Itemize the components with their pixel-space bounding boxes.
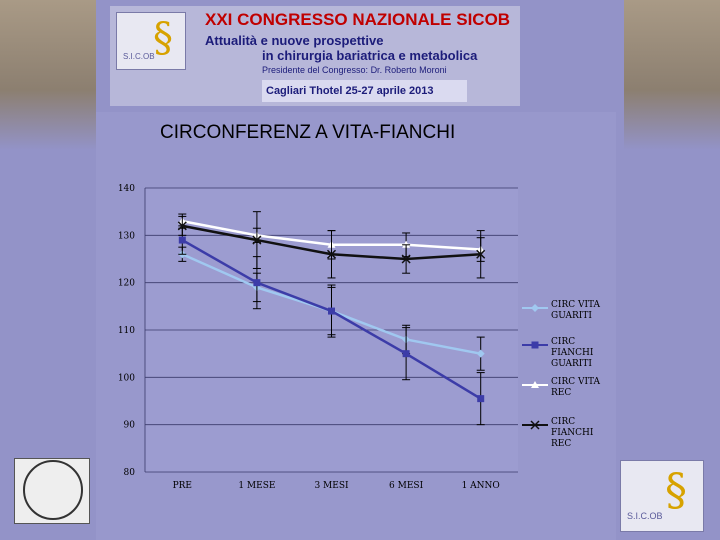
legend-label-0: CIRC VITA GUARITI — [551, 300, 601, 321]
point-s3-1 — [252, 235, 262, 245]
legend-label-3: CIRC FIANCHI REC — [551, 417, 594, 449]
banner-title: XXI CONGRESSO NAZIONALE SICOB — [205, 10, 511, 29]
right-pillar-image — [624, 0, 720, 150]
legend-label-line-3-1: FIANCHI — [551, 428, 594, 438]
legend-label-line-0-0: CIRC VITA — [551, 300, 601, 310]
point-s3-0 — [177, 221, 187, 231]
legend-label-line-2-0: CIRC VITA — [551, 377, 601, 387]
banner-subtitle-2: in chirurgia bariatrica e metabolica — [262, 48, 478, 63]
banner-date: Cagliari Thotel 25-27 aprile 2013 — [262, 80, 467, 102]
legend-label-line-1-0: CIRC — [551, 337, 575, 347]
legend-marker-1 — [531, 341, 539, 349]
legend-marker-0 — [531, 304, 539, 312]
x-tick-label-2: 3 MESI — [314, 481, 349, 491]
point-s0-4 — [476, 349, 485, 358]
left-pillar-image — [0, 0, 96, 150]
legend-label-1: CIRC FIANCHI GUARITI — [551, 337, 594, 369]
point-s3-3 — [401, 254, 411, 264]
y-tick-label-3: 110 — [118, 326, 135, 336]
y-tick-label-0: 80 — [124, 468, 136, 478]
point-s1-3 — [402, 350, 410, 358]
y-tick-label-4: 120 — [118, 279, 135, 289]
university-seal — [14, 458, 90, 524]
legend-label-line-1-2: GUARITI — [551, 359, 592, 369]
point-s1-0 — [178, 236, 186, 244]
point-s3-2 — [326, 249, 337, 259]
legend-marker-2 — [531, 381, 539, 388]
sicob-logo-bottom-icon: § — [665, 465, 687, 516]
sicob-logo-bottom-text: S.I.C.OB — [627, 511, 663, 521]
sicob-logo-bottom: § S.I.C.OB — [620, 460, 704, 532]
point-s1-1 — [253, 279, 261, 287]
legend-label-line-1-1: FIANCHI — [551, 348, 594, 358]
y-tick-label-1: 90 — [124, 421, 136, 431]
legend-label-line-3-0: CIRC — [551, 417, 575, 427]
legend-label-line-3-2: REC — [551, 439, 571, 449]
y-tick-label-2: 100 — [118, 373, 135, 383]
banner-subtitle-1: Attualità e nuove prospettive — [205, 33, 384, 48]
sicob-logo-text: S.I.C.OB — [123, 52, 155, 61]
sicob-logo: § S.I.C.OB — [116, 12, 186, 70]
x-tick-label-0: PRE — [173, 481, 192, 491]
x-tick-label-3: 6 MESI — [389, 481, 424, 491]
legend-label-line-2-1: REC — [551, 388, 571, 398]
y-tick-label-5: 130 — [118, 231, 135, 241]
point-s1-4 — [477, 395, 485, 403]
legend-marker-3 — [530, 420, 540, 430]
point-s1-2 — [328, 307, 335, 315]
sicob-logo-icon: § — [153, 15, 173, 61]
x-tick-label-1: 1 MESE — [238, 481, 275, 491]
banner-president: Presidente del Congresso: Dr. Roberto Mo… — [262, 65, 447, 75]
point-s3-4 — [476, 249, 486, 259]
legend-label-line-0-1: GUARITI — [551, 311, 592, 321]
x-tick-label-4: 1 ANNO — [462, 481, 500, 491]
chart-title: CIRCONFERENZ A VITA-FIANCHI — [160, 122, 456, 143]
seal-emblem-icon — [23, 460, 83, 520]
legend-label-2: CIRC VITA REC — [551, 377, 601, 398]
y-tick-label-6: 140 — [118, 184, 135, 194]
